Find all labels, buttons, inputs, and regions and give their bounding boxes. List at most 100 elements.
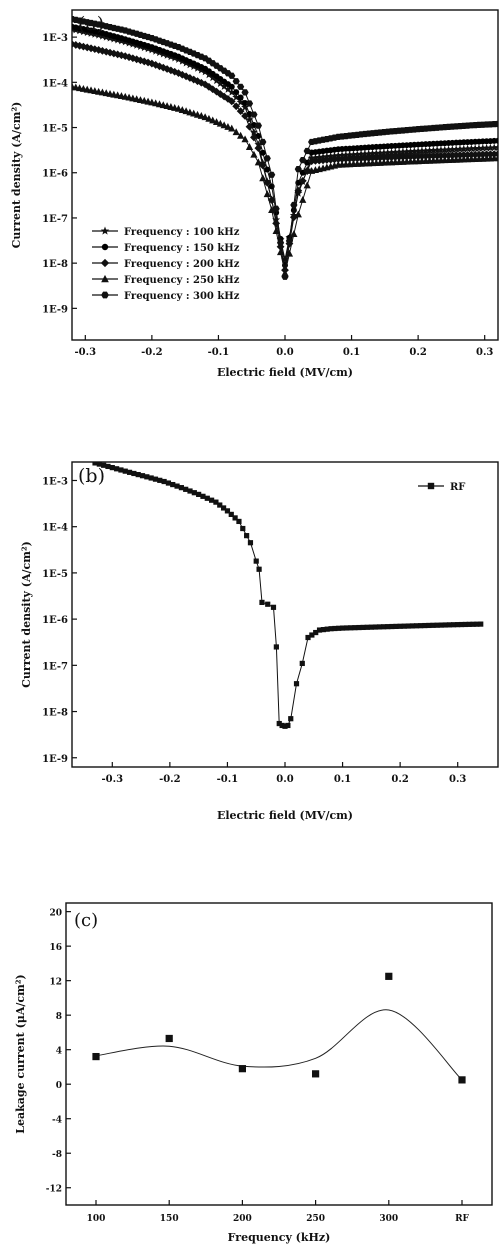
data-point <box>250 111 258 118</box>
data-point <box>157 477 163 483</box>
data-point <box>402 147 411 156</box>
data-point <box>281 273 289 280</box>
data-point <box>383 148 392 157</box>
data-point <box>353 150 362 158</box>
data-point <box>376 624 383 630</box>
x-tick-label: 0.3 <box>449 774 466 785</box>
data-point <box>293 681 300 687</box>
y-tick-label: 16 <box>49 943 62 953</box>
data-point <box>446 622 453 628</box>
data-point <box>349 154 358 163</box>
x-tick-label: -0.2 <box>141 347 163 358</box>
data-point <box>228 83 235 90</box>
data-point <box>482 150 491 159</box>
data-point <box>254 144 263 153</box>
legend-marker <box>101 274 109 283</box>
data-point <box>414 146 423 155</box>
data-point <box>322 156 331 164</box>
data-point <box>356 624 362 631</box>
data-point <box>289 213 298 222</box>
data-point <box>357 150 366 158</box>
data-point <box>212 118 221 126</box>
data-point <box>294 210 302 218</box>
data-point <box>438 622 444 628</box>
panel-label: (b) <box>78 465 105 487</box>
data-point <box>227 88 236 96</box>
data-point <box>250 133 258 142</box>
series-2 <box>72 40 498 275</box>
data-point <box>92 462 98 466</box>
data-point <box>151 61 160 69</box>
data-point <box>450 622 457 628</box>
data-point <box>281 255 289 263</box>
data-point <box>217 502 223 508</box>
x-tick-label: 200 <box>233 1214 252 1224</box>
data-point <box>495 137 498 144</box>
data-point <box>241 135 249 143</box>
data-point <box>494 150 498 158</box>
data-point <box>425 152 434 160</box>
data-point <box>75 41 84 50</box>
y-tick-label: 1E-4 <box>42 78 68 89</box>
x-tick-label: 0.1 <box>343 347 360 358</box>
data-point <box>197 78 206 87</box>
data-point <box>152 476 159 482</box>
data-point <box>272 205 280 212</box>
data-point <box>186 74 194 82</box>
data-point <box>227 97 236 106</box>
y-tick-label: -4 <box>52 1116 62 1126</box>
y-tick-label: -12 <box>46 1185 62 1195</box>
data-point <box>165 1034 173 1043</box>
data-point <box>272 219 281 228</box>
data-point <box>456 151 464 159</box>
data-point <box>236 98 245 106</box>
data-point <box>244 533 250 539</box>
y-tick-label: 1E-9 <box>42 754 68 765</box>
x-tick-label: 100 <box>87 1214 106 1224</box>
x-tick-label: 0.0 <box>276 774 293 785</box>
data-point <box>178 485 184 491</box>
data-point <box>320 627 326 633</box>
data-point <box>136 56 145 65</box>
data-point <box>131 470 137 477</box>
x-axis-title: Frequency (kHz) <box>228 1231 331 1244</box>
data-point <box>208 85 217 94</box>
data-point <box>334 151 343 159</box>
y-axis-title: Current density (A/cm²) <box>20 541 33 688</box>
data-point <box>92 1052 100 1061</box>
data-point <box>440 151 449 160</box>
data-point <box>237 83 245 90</box>
x-tick-label: 0.2 <box>391 774 408 785</box>
data-point <box>309 632 315 638</box>
data-point <box>256 566 262 572</box>
data-point <box>166 66 175 75</box>
data-point <box>144 58 152 67</box>
data-point <box>336 625 342 631</box>
data-point <box>348 625 354 631</box>
data-point <box>212 76 221 85</box>
data-point <box>418 623 424 629</box>
data-point <box>455 145 464 153</box>
y-tick-label: 1E-4 <box>42 523 68 534</box>
data-point <box>273 644 279 650</box>
data-point <box>360 154 369 163</box>
plot-frame <box>71 461 499 768</box>
data-point <box>285 722 291 729</box>
plot-frame <box>65 902 493 1206</box>
data-point <box>338 151 347 159</box>
data-point <box>470 621 476 627</box>
data-point <box>426 622 432 629</box>
y-tick-label: 1E-9 <box>42 304 68 315</box>
data-point <box>434 622 440 628</box>
series-0 <box>92 462 484 729</box>
data-point <box>201 80 210 89</box>
y-tick-label: 1E-8 <box>42 259 68 270</box>
data-point <box>494 143 498 151</box>
data-point <box>399 152 407 161</box>
data-point <box>478 144 487 152</box>
data-point <box>122 468 128 474</box>
data-point <box>208 73 217 82</box>
data-point <box>401 623 407 629</box>
data-point <box>155 62 164 71</box>
